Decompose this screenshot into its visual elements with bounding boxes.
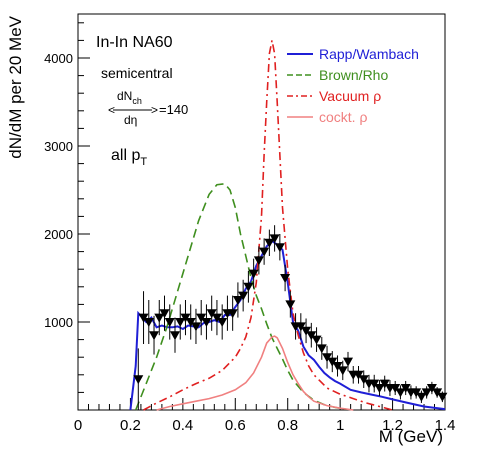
- data-point: [133, 375, 144, 385]
- data-point: [395, 388, 406, 398]
- angle-right-icon: >: [151, 103, 158, 117]
- data-point: [437, 392, 448, 402]
- data-point: [238, 291, 249, 301]
- data-point: [248, 269, 259, 279]
- data-point: [264, 238, 275, 248]
- x-tick-label: 0.2: [120, 417, 141, 434]
- legend-label-0: Rapp/Wambach: [319, 46, 419, 62]
- data-point: [159, 309, 170, 319]
- data-points: [133, 225, 448, 410]
- data-point: [369, 379, 380, 389]
- data-point: [149, 331, 160, 341]
- data-point: [426, 384, 437, 393]
- pt-label: all pT: [111, 147, 147, 168]
- angle-left-icon: <: [108, 103, 115, 117]
- data-point: [190, 322, 201, 332]
- data-point: [316, 344, 327, 354]
- data-point: [217, 318, 228, 327]
- data-point: [232, 296, 243, 305]
- data-point: [138, 313, 149, 323]
- data-point: [274, 243, 285, 253]
- x-tick-label: 0: [74, 417, 82, 434]
- x-tick-label: 0.6: [225, 417, 246, 434]
- data-point: [185, 318, 196, 327]
- data-point: [295, 322, 306, 332]
- data-point: [343, 357, 354, 367]
- data-point: [379, 379, 390, 389]
- series-line-1: [134, 182, 346, 411]
- multiplicity-numerator: dNch: [117, 89, 142, 106]
- data-point: [411, 388, 422, 398]
- x-tick-label: 1.4: [435, 417, 456, 434]
- data-point: [306, 331, 317, 341]
- y-axis-title: dN/dM per 20 MeV: [6, 15, 25, 158]
- data-point: [169, 331, 180, 341]
- x-tick-label: 0.8: [277, 417, 298, 434]
- series-line-3: [156, 335, 354, 411]
- data-point: [421, 388, 432, 398]
- data-point: [390, 384, 401, 393]
- x-axis-tick-labels: 0 0.2 0.4 0.6 0.8 1 1.2 1.4: [74, 417, 456, 434]
- data-point: [416, 392, 427, 402]
- multiplicity-label: dNch < > dη =140: [108, 89, 188, 127]
- plot-frame: [77, 13, 446, 411]
- data-point: [311, 335, 322, 345]
- data-point: [180, 313, 191, 323]
- data-point: [322, 353, 333, 363]
- data-point: [243, 282, 254, 292]
- data-point: [285, 300, 296, 310]
- data-point: [280, 274, 291, 283]
- data-point: [327, 357, 338, 367]
- x-tick-label: 1.2: [382, 417, 403, 434]
- data-point: [400, 384, 411, 393]
- data-point: [353, 370, 364, 380]
- data-point: [358, 375, 369, 385]
- data-point: [143, 318, 154, 327]
- data-point: [374, 384, 385, 393]
- x-axis-title: M (GeV): [379, 427, 443, 446]
- y-tick-label: 4000: [44, 51, 73, 66]
- data-point: [196, 313, 207, 323]
- data-point: [206, 309, 217, 319]
- data-point: [211, 313, 222, 323]
- series-line-2: [143, 40, 393, 411]
- data-point: [154, 313, 165, 323]
- data-point: [175, 318, 186, 327]
- series-line-0: [129, 239, 446, 411]
- centrality-label: semicentral: [101, 65, 173, 81]
- experiment-label: In-In NA60: [96, 34, 173, 51]
- data-point: [227, 309, 238, 319]
- y-tick-label: 3000: [44, 139, 73, 154]
- data-point: [301, 326, 312, 336]
- multiplicity-denominator: dη: [124, 113, 137, 127]
- legend: Rapp/Wambach Brown/Rho Vacuum ρ cockt. ρ: [287, 46, 419, 125]
- y-axis-ticks: [78, 22, 90, 411]
- data-point: [164, 318, 175, 327]
- data-point: [201, 318, 212, 327]
- x-axis-ticks: [77, 398, 446, 410]
- legend-label-3: cockt. ρ: [319, 109, 367, 125]
- data-point: [253, 256, 264, 266]
- multiplicity-value: =140: [159, 102, 188, 117]
- data-point: [269, 234, 280, 244]
- y-tick-label: 2000: [44, 227, 73, 242]
- data-point: [432, 388, 443, 398]
- legend-label-2: Vacuum ρ: [319, 88, 381, 104]
- x-tick-label: 0.4: [172, 417, 193, 434]
- model-curves: [129, 40, 446, 411]
- y-axis-tick-labels: 1000 2000 3000 4000: [44, 51, 73, 330]
- data-point: [332, 362, 343, 371]
- legend-label-1: Brown/Rho: [319, 67, 388, 83]
- y-tick-label: 1000: [44, 315, 73, 330]
- data-point: [259, 247, 270, 257]
- x-tick-label: 1: [336, 417, 344, 434]
- data-point: [337, 366, 348, 376]
